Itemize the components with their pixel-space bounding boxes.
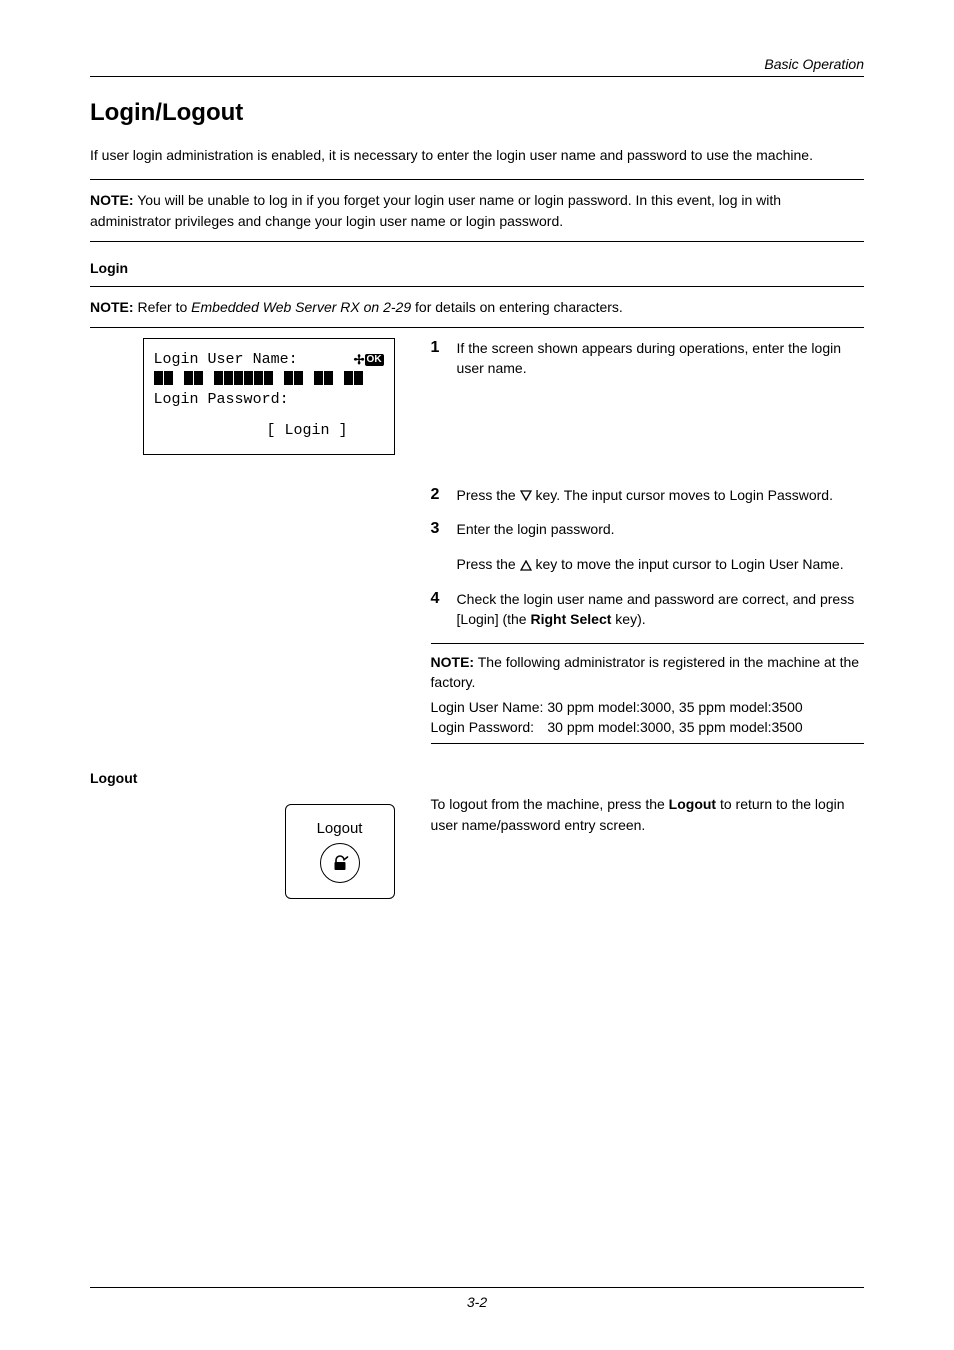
logout-key-diagram: Logout — [285, 804, 395, 899]
ok-icon: ✢OK — [354, 349, 384, 371]
note2-rule-top — [90, 286, 864, 287]
login-subheading: Login — [90, 260, 864, 276]
page-footer: 3-2 — [0, 1287, 954, 1310]
note-3-text: The following administrator is registere… — [431, 654, 860, 690]
logout-text-prefix: To logout from the machine, press the — [431, 796, 669, 812]
step-4-suffix: key). — [611, 611, 645, 627]
note-label: NOTE: — [431, 654, 475, 670]
note1-rule-top — [90, 179, 864, 180]
note-2-suffix: for details on entering characters. — [411, 299, 623, 315]
step-3-text: Enter the login password. — [457, 519, 615, 539]
step-4-num: 4 — [431, 589, 457, 610]
step-2-suffix: key. The input cursor moves to Login Pas… — [532, 487, 833, 503]
note-2-prefix: Refer to — [134, 299, 192, 315]
lcd-line-3: [ Login ] — [154, 418, 384, 444]
footer-rule — [90, 1287, 864, 1288]
step-4-bold: Right Select — [530, 611, 611, 627]
up-triangle-icon — [520, 560, 532, 571]
lcd-screen: Login User Name: ✢OK Login Password: — [143, 338, 395, 455]
page-number: 3-2 — [467, 1294, 487, 1310]
table-row: Login Password: 30 ppm model:3000, 35 pp… — [431, 717, 807, 737]
lcd-cursor-row — [154, 371, 384, 385]
running-header: Basic Operation — [90, 56, 864, 76]
step-3: 3 Enter the login password. — [431, 519, 864, 540]
cred-value-1: 30 ppm model:3000, 35 ppm model:3500 — [547, 697, 806, 717]
header-rule — [90, 76, 864, 77]
step-3-sub-suffix: key to move the input cursor to Login Us… — [532, 556, 844, 572]
cred-value-2: 30 ppm model:3000, 35 ppm model:3500 — [547, 717, 806, 737]
cred-label-1: Login User Name: — [431, 697, 548, 717]
cred-label-2: Login Password: — [431, 717, 548, 737]
note3-rule-top — [431, 643, 864, 644]
ok-badge-text: OK — [365, 354, 384, 366]
step-4-prefix: Check the login user name and password a… — [457, 591, 855, 627]
note2-rule-bottom — [90, 327, 864, 328]
note-label: NOTE: — [90, 299, 134, 315]
admin-credentials-table: Login User Name: 30 ppm model:3000, 35 p… — [431, 697, 807, 738]
note-1: NOTE: You will be unable to log in if yo… — [90, 190, 864, 231]
step-2-prefix: Press the — [457, 487, 520, 503]
note-2: NOTE: Refer to Embedded Web Server RX on… — [90, 297, 864, 317]
note-2-link: Embedded Web Server RX on 2-29 — [191, 299, 411, 315]
lock-icon — [331, 854, 349, 872]
logout-subheading: Logout — [90, 770, 864, 786]
step-1: 1 If the screen shown appears during ope… — [431, 338, 864, 379]
logout-key-circle — [320, 843, 360, 883]
note-label: NOTE: — [90, 192, 134, 208]
down-triangle-icon — [520, 490, 532, 501]
logout-text-bold: Logout — [669, 796, 716, 812]
step-1-num: 1 — [431, 338, 457, 359]
table-row: Login User Name: 30 ppm model:3000, 35 p… — [431, 697, 807, 717]
step-2-num: 2 — [431, 485, 457, 506]
step-2: 2 Press the key. The input cursor moves … — [431, 485, 864, 506]
intro-paragraph: If user login administration is enabled,… — [90, 145, 864, 165]
logout-text: To logout from the machine, press the Lo… — [431, 794, 864, 835]
note1-rule-bottom — [90, 241, 864, 242]
lcd-line-2: Login Password: — [154, 387, 384, 413]
step-3-num: 3 — [431, 519, 457, 540]
logout-key-label: Logout — [317, 820, 363, 837]
step-4: 4 Check the login user name and password… — [431, 589, 864, 630]
lcd-line-1: Login User Name: — [154, 347, 298, 373]
step-1-text: If the screen shown appears during opera… — [457, 338, 864, 379]
note-1-text: You will be unable to log in if you forg… — [90, 192, 781, 228]
step-3-sub: Press the key to move the input cursor t… — [457, 554, 864, 574]
note-3: NOTE: The following administrator is reg… — [431, 643, 864, 744]
page-title: Login/Logout — [90, 99, 864, 127]
step-3-sub-prefix: Press the — [457, 556, 520, 572]
note3-rule-bottom — [431, 743, 864, 744]
